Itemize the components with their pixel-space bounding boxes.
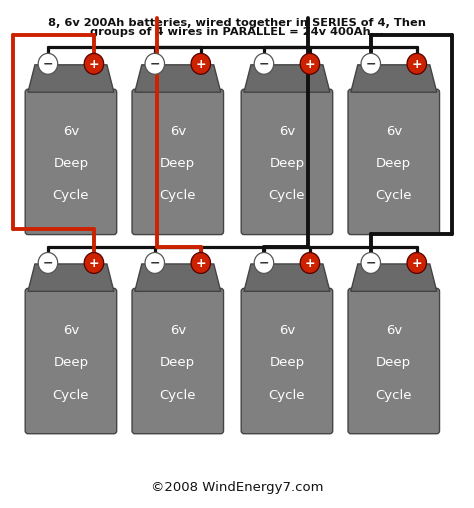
Polygon shape — [135, 264, 221, 291]
Polygon shape — [351, 65, 437, 92]
Polygon shape — [351, 264, 437, 291]
Text: −: − — [365, 58, 376, 71]
Text: 8, 6v 200Ah batteries, wired together in SERIES of 4, Then: 8, 6v 200Ah batteries, wired together in… — [48, 18, 426, 27]
Circle shape — [361, 252, 381, 273]
Text: 6v: 6v — [63, 125, 79, 138]
Text: Deep: Deep — [376, 356, 411, 369]
Text: −: − — [43, 58, 53, 71]
Circle shape — [145, 53, 164, 74]
Circle shape — [191, 252, 210, 273]
Polygon shape — [28, 264, 114, 291]
Text: +: + — [89, 58, 99, 71]
Text: +: + — [195, 58, 206, 71]
Circle shape — [84, 252, 104, 273]
Text: +: + — [89, 257, 99, 270]
Text: Deep: Deep — [160, 356, 195, 369]
Circle shape — [38, 252, 58, 273]
Text: 6v: 6v — [386, 324, 402, 337]
Text: +: + — [305, 257, 315, 270]
FancyBboxPatch shape — [132, 89, 224, 235]
Text: +: + — [411, 257, 422, 270]
Text: −: − — [149, 58, 160, 71]
Polygon shape — [135, 65, 221, 92]
FancyBboxPatch shape — [25, 89, 117, 235]
Text: ©2008 WindEnergy7.com: ©2008 WindEnergy7.com — [151, 481, 323, 494]
Polygon shape — [244, 264, 330, 291]
Text: Cycle: Cycle — [53, 189, 89, 203]
Polygon shape — [244, 65, 330, 92]
Circle shape — [407, 53, 427, 74]
FancyBboxPatch shape — [25, 289, 117, 434]
FancyBboxPatch shape — [348, 89, 439, 235]
Text: Cycle: Cycle — [375, 389, 412, 402]
Text: Cycle: Cycle — [53, 389, 89, 402]
Circle shape — [361, 53, 381, 74]
Text: Deep: Deep — [376, 157, 411, 170]
Circle shape — [300, 53, 319, 74]
Polygon shape — [28, 65, 114, 92]
Text: −: − — [259, 257, 269, 270]
Text: 6v: 6v — [279, 324, 295, 337]
Text: Deep: Deep — [269, 356, 304, 369]
FancyBboxPatch shape — [132, 289, 224, 434]
Text: −: − — [43, 257, 53, 270]
Text: Deep: Deep — [54, 356, 89, 369]
Text: Deep: Deep — [269, 157, 304, 170]
Text: 6v: 6v — [279, 125, 295, 138]
Text: 6v: 6v — [170, 324, 186, 337]
Circle shape — [407, 252, 427, 273]
Text: −: − — [149, 257, 160, 270]
Text: 6v: 6v — [170, 125, 186, 138]
Text: −: − — [259, 58, 269, 71]
Text: +: + — [305, 58, 315, 71]
Text: Cycle: Cycle — [269, 389, 305, 402]
Text: 6v: 6v — [386, 125, 402, 138]
Text: groups of 4 wires in PARALLEL = 24v 400Ah...: groups of 4 wires in PARALLEL = 24v 400A… — [90, 27, 384, 38]
Text: Cycle: Cycle — [269, 189, 305, 203]
Circle shape — [84, 53, 104, 74]
Circle shape — [300, 252, 319, 273]
Text: Deep: Deep — [160, 157, 195, 170]
Text: +: + — [411, 58, 422, 71]
FancyBboxPatch shape — [241, 289, 333, 434]
Circle shape — [191, 53, 210, 74]
Circle shape — [38, 53, 58, 74]
Circle shape — [254, 53, 273, 74]
Text: Cycle: Cycle — [160, 389, 196, 402]
Text: Deep: Deep — [54, 157, 89, 170]
Text: Cycle: Cycle — [375, 189, 412, 203]
Text: 6v: 6v — [63, 324, 79, 337]
Text: Cycle: Cycle — [160, 189, 196, 203]
Text: −: − — [365, 257, 376, 270]
FancyBboxPatch shape — [241, 89, 333, 235]
Circle shape — [254, 252, 273, 273]
FancyBboxPatch shape — [348, 289, 439, 434]
Circle shape — [145, 252, 164, 273]
Text: +: + — [195, 257, 206, 270]
